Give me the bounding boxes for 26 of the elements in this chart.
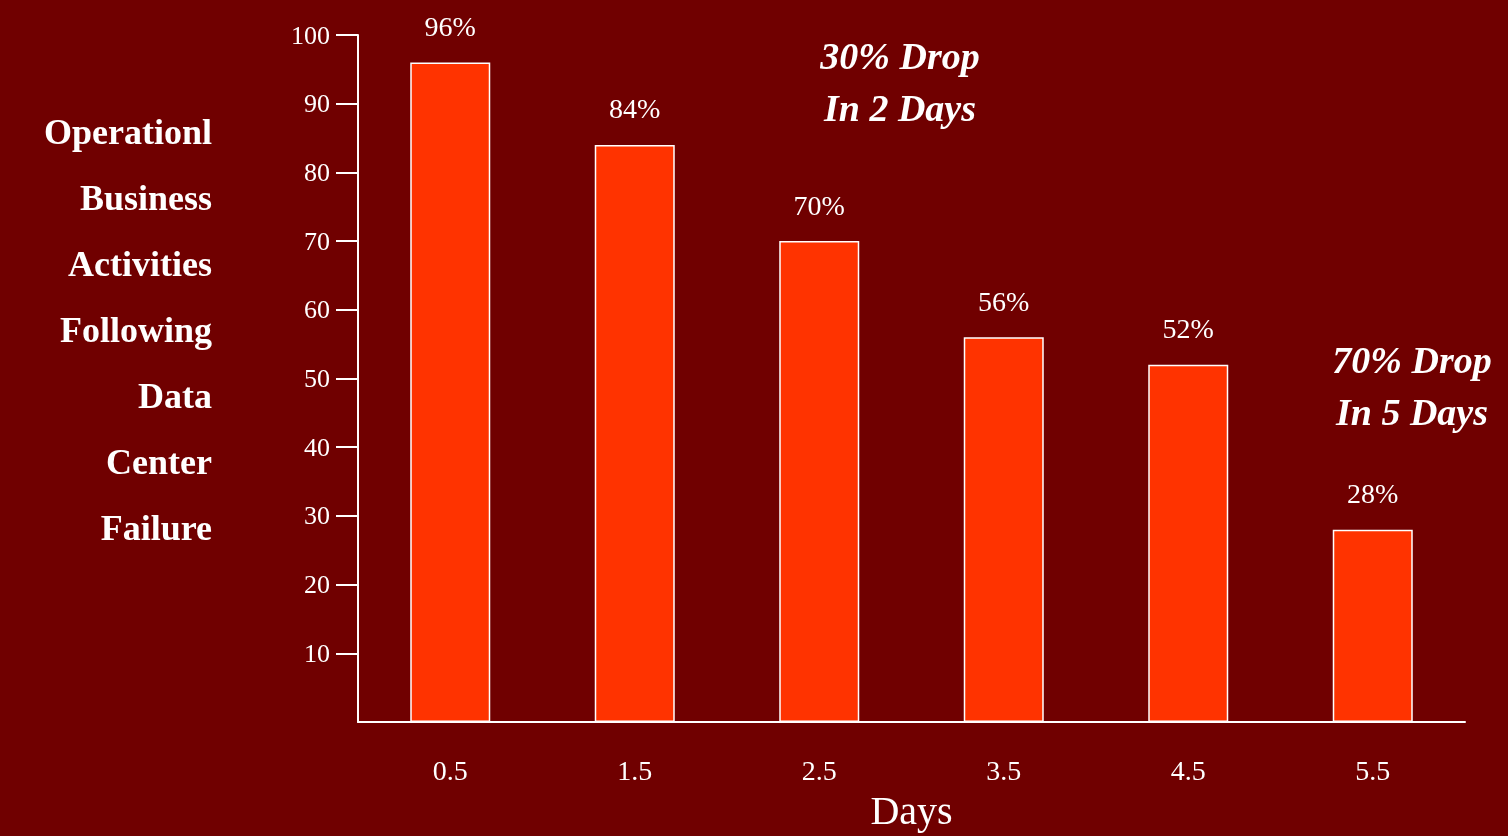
y-tick-label: 10	[304, 638, 330, 668]
y-tick-label: 100	[291, 20, 330, 50]
data-label: 96%	[424, 10, 476, 42]
y-tick-label: 90	[304, 89, 330, 119]
x-tick-label: 1.5	[617, 754, 653, 786]
y-axis-title: Operationl Business Activities Following Data Center Failure	[44, 112, 213, 548]
x-axis-title: Days	[870, 787, 953, 833]
data-label: 84%	[609, 93, 661, 125]
annotation: 70% Drop In 5 Days	[1332, 339, 1492, 433]
x-tick-label: 4.5	[1170, 754, 1206, 786]
y-tick-label: 60	[304, 295, 330, 325]
y-tick-label: 40	[304, 432, 330, 462]
y-tick-label: 70	[304, 226, 330, 256]
y-tick-label: 80	[304, 157, 330, 187]
x-tick-label: 2.5	[801, 754, 837, 786]
y-tick-label: 20	[304, 570, 330, 600]
data-label: 56%	[978, 285, 1030, 317]
y-tick-label: 30	[304, 501, 330, 531]
x-tick-label: 5.5	[1355, 754, 1391, 786]
x-tick-label: 0.5	[432, 754, 468, 786]
x-tick-label: 3.5	[986, 754, 1022, 786]
data-label: 28%	[1347, 478, 1399, 510]
y-tick-label: 50	[304, 364, 330, 393]
data-label: 70%	[793, 189, 845, 221]
annotation: 30% Drop In 2 Days	[819, 35, 980, 129]
data-label: 52%	[1162, 313, 1214, 345]
